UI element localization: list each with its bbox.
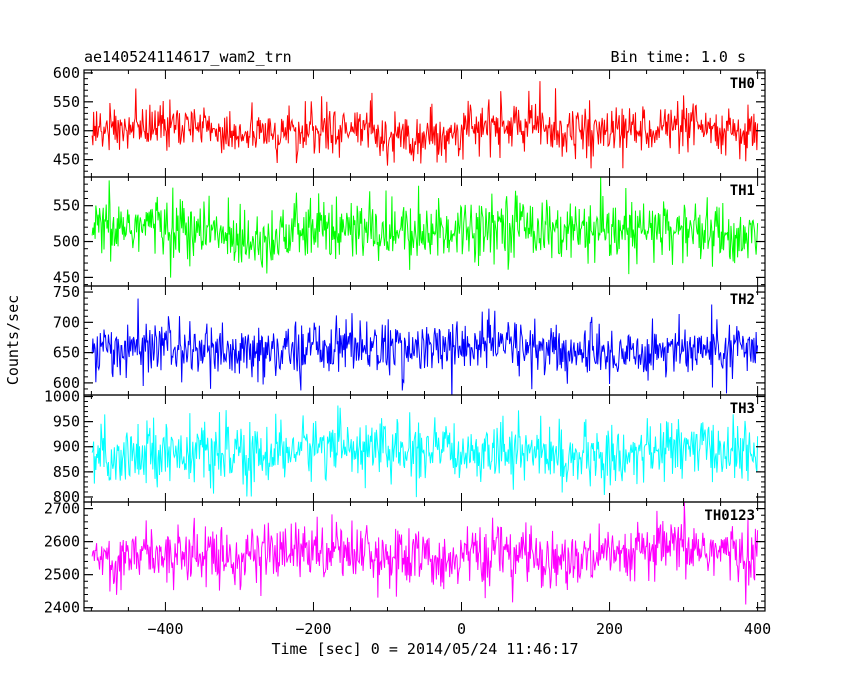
y-tick-label: 650 [53, 344, 80, 362]
y-tick-label: 550 [53, 197, 80, 215]
y-tick-label: 700 [53, 313, 80, 331]
y-tick-label: 500 [53, 122, 80, 140]
x-tick-label: −200 [295, 620, 331, 638]
series-line-th2 [91, 298, 759, 395]
y-tick-label: 450 [53, 151, 80, 169]
x-tick-label: 400 [744, 620, 771, 638]
y-tick-label: 950 [53, 413, 80, 431]
panel-frame [83, 69, 766, 178]
series-line-th3 [91, 405, 759, 498]
panel-label-th0123: TH0123 [704, 508, 755, 524]
panel-label-th0: TH0 [730, 76, 755, 92]
series-line-th1 [91, 177, 759, 278]
y-tick-label: 600 [53, 374, 80, 392]
y-tick-label: 450 [53, 268, 80, 286]
x-axis-label: Time [sec] 0 = 2014/05/24 11:46:17 [271, 640, 578, 658]
y-tick-label: 2400 [44, 599, 80, 617]
panel-label-th3: TH3 [730, 401, 755, 417]
x-tick-label: −400 [147, 620, 183, 638]
panel-label-th1: TH1 [730, 183, 755, 199]
series-line-th0123 [91, 502, 759, 605]
chart-title: ae140524114617_wam2_trn [84, 48, 292, 66]
y-tick-label: 750 [53, 283, 80, 301]
panel-th1: 450 500 550 TH1 [53, 176, 766, 287]
panel-th0123: 2400 2500 2600 2700 TH0123 [44, 500, 766, 617]
bin-time-label: Bin time: 1.0 s [611, 48, 746, 66]
x-tick-label: 0 [457, 620, 466, 638]
y-tick-label: 800 [53, 488, 80, 506]
panel-label-th2: TH2 [730, 292, 755, 308]
panel-th0: 450 500 550 600 TH0 [53, 64, 766, 178]
y-tick-label: 2500 [44, 566, 80, 584]
y-tick-label: 600 [53, 64, 80, 82]
panel-frame [83, 285, 766, 396]
x-tick-label: 200 [596, 620, 623, 638]
panel-th3: 800 850 900 950 1000 TH3 [44, 388, 766, 506]
y-tick-label: 550 [53, 93, 80, 111]
panel-th2: 600 650 700 750 TH2 [53, 283, 766, 396]
panels-group: 450 500 550 600 TH0 450 500 550 TH1 600 650 700 750 T… [44, 64, 771, 638]
y-tick-label: 900 [53, 438, 80, 456]
y-tick-label: 500 [53, 233, 80, 251]
y-axis-label: Counts/sec [4, 295, 22, 385]
y-tick-label: 2600 [44, 533, 80, 551]
y-tick-label: 1000 [44, 388, 80, 406]
y-tick-label: 2700 [44, 500, 80, 518]
series-line-th0 [91, 81, 759, 169]
y-tick-label: 850 [53, 463, 80, 481]
